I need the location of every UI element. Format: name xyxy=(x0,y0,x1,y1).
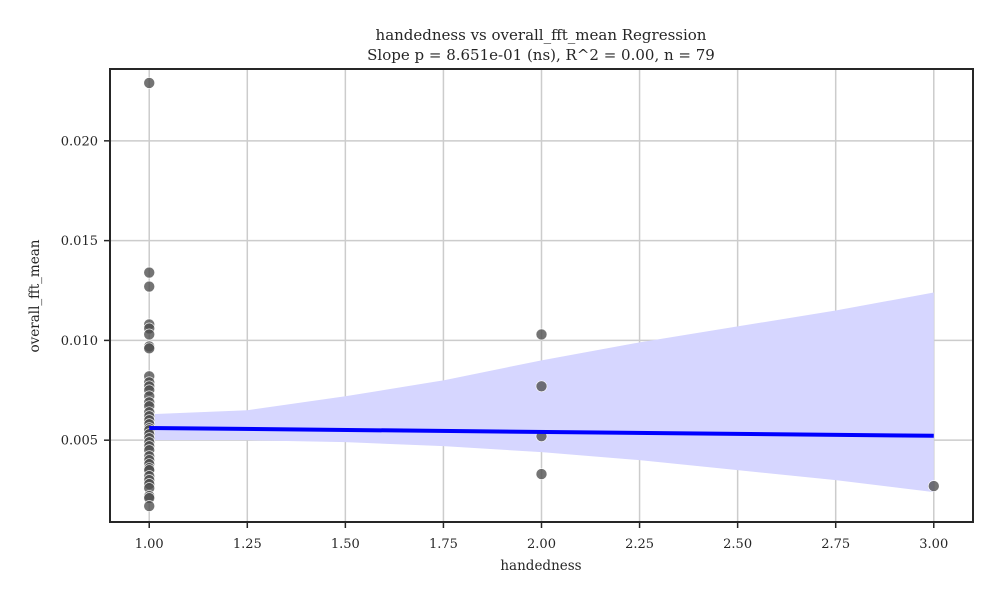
confidence-band xyxy=(149,292,934,493)
data-point-39 xyxy=(535,380,548,393)
data-point-37 xyxy=(143,500,156,512)
x-axis-ticks: 1.00 1.25 1.50 1.75 2.00 2.25 2.50 2.75 3.00 xyxy=(135,522,948,552)
data-point-5 xyxy=(143,328,156,341)
x-tick-label-5: 2.25 xyxy=(625,537,654,552)
y-tick-label-0: 0.005 xyxy=(61,434,98,449)
data-point-1 xyxy=(143,266,156,279)
chart-title: handedness vs overall_fft_mean Regressio… xyxy=(376,26,707,44)
x-tick-label-8: 3.00 xyxy=(919,537,948,552)
x-tick-label-6: 2.50 xyxy=(723,537,752,552)
confidence-band-layer xyxy=(149,292,934,493)
x-axis-label: handedness xyxy=(500,558,581,574)
data-point-42 xyxy=(927,480,940,492)
x-tick-label-7: 2.75 xyxy=(821,537,850,552)
data-point-0 xyxy=(143,77,156,89)
y-tick-label-1: 0.010 xyxy=(61,334,98,349)
data-point-7 xyxy=(143,342,156,355)
data-point-38 xyxy=(535,328,548,341)
x-tick-label-2: 1.50 xyxy=(331,537,360,552)
x-tick-label-1: 1.25 xyxy=(233,537,262,552)
y-axis-label: overall_fft_mean xyxy=(27,239,43,352)
regression-line xyxy=(149,426,934,438)
data-point-41 xyxy=(535,468,548,480)
x-tick-label-0: 1.00 xyxy=(135,537,164,552)
chart-subtitle: Slope p = 8.651e-01 (ns), R^2 = 0.00, n … xyxy=(367,46,715,64)
y-tick-label-2: 0.015 xyxy=(61,234,98,249)
y-tick-label-3: 0.020 xyxy=(61,134,98,149)
x-tick-label-3: 1.75 xyxy=(429,537,458,552)
x-tick-label-4: 2.00 xyxy=(527,537,556,552)
regression-line-layer xyxy=(149,426,934,438)
data-point-2 xyxy=(143,280,156,293)
y-axis-ticks: 0.005 0.010 0.015 0.020 xyxy=(61,134,110,449)
